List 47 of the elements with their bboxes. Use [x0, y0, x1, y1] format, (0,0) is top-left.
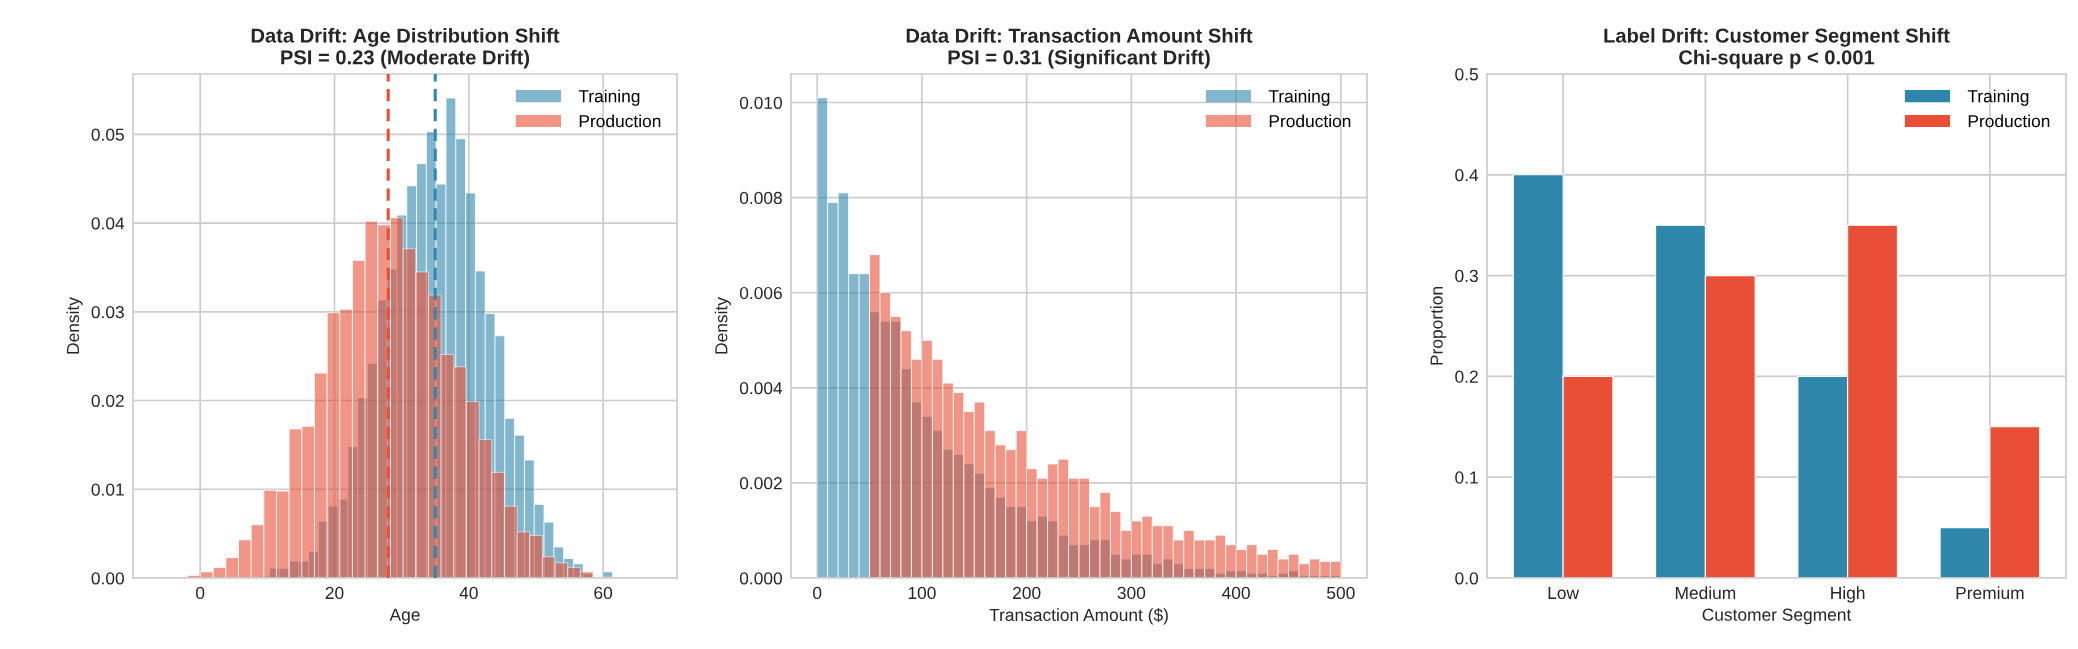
x-tick-label: 100	[908, 586, 936, 600]
x-tick-label: Medium	[1675, 586, 1736, 600]
chart-title: Data Drift: Age Distribution Shift PSI = 0.23 (Moderate Drift)	[251, 27, 560, 69]
y-tick-label: 0.04	[91, 217, 125, 230]
x-tick-label: 20	[325, 586, 344, 600]
x-tick-label: 0	[813, 586, 822, 600]
y-tick-label: 0.00	[91, 572, 124, 585]
y-tick-label: 0.0	[1455, 572, 1478, 585]
y-tick-label: 0.3	[1455, 269, 1478, 283]
y-tick-label: 0.1	[1455, 471, 1478, 484]
y-tick-label: 0.002	[739, 477, 782, 490]
x-tick-label: 500	[1327, 586, 1355, 600]
legend-label: Training	[1268, 89, 1330, 106]
chart-title: Data Drift: Transaction Amount Shift PSI = 0.31 (Significant Drift)	[906, 27, 1253, 69]
y-tick-label: 0.05	[91, 128, 124, 141]
y-tick-label: 0.000	[739, 572, 782, 585]
legend-label: Production	[1968, 114, 2050, 128]
x-tick-label: 400	[1222, 586, 1250, 600]
x-axis-title: Age	[389, 608, 420, 625]
y-tick-label: 0.5	[1455, 68, 1478, 81]
x-tick-label: High	[1831, 586, 1865, 603]
y-axis-title: Density	[714, 297, 731, 354]
y-tick-label: 0.03	[91, 305, 124, 319]
legend-label: Training	[578, 89, 640, 106]
y-axis-title: Density	[66, 297, 83, 354]
x-axis-title: Customer Segment	[1702, 608, 1852, 625]
legend-label: Production	[579, 114, 661, 128]
legend-label: Production	[1269, 114, 1351, 128]
y-axis-title: Proportion	[1430, 287, 1447, 365]
y-tick-label: 0.01	[91, 483, 124, 496]
y-tick-label: 0.02	[91, 394, 124, 407]
y-tick-label: 0.006	[739, 286, 782, 300]
x-tick-label: Premium	[1956, 586, 2024, 600]
y-tick-label: 0.004	[739, 381, 783, 395]
y-tick-label: 0.2	[1455, 370, 1478, 383]
x-tick-label: 300	[1117, 586, 1146, 600]
x-tick-label: Low	[1548, 586, 1580, 600]
y-tick-label: 0.4	[1455, 168, 1479, 182]
chart-title: Label Drift: Customer Segment Shift Chi-square p < 0.001	[1604, 27, 1950, 69]
x-tick-label: 0	[196, 586, 205, 600]
y-tick-label: 0.008	[739, 191, 782, 205]
legend-label: Training	[1967, 89, 2029, 106]
x-axis-title: Transaction Amount ($)	[989, 608, 1168, 625]
x-tick-label: 40	[459, 586, 478, 600]
y-tick-label: 0.010	[739, 96, 782, 109]
x-tick-label: 60	[594, 586, 613, 600]
x-tick-label: 200	[1013, 586, 1041, 600]
